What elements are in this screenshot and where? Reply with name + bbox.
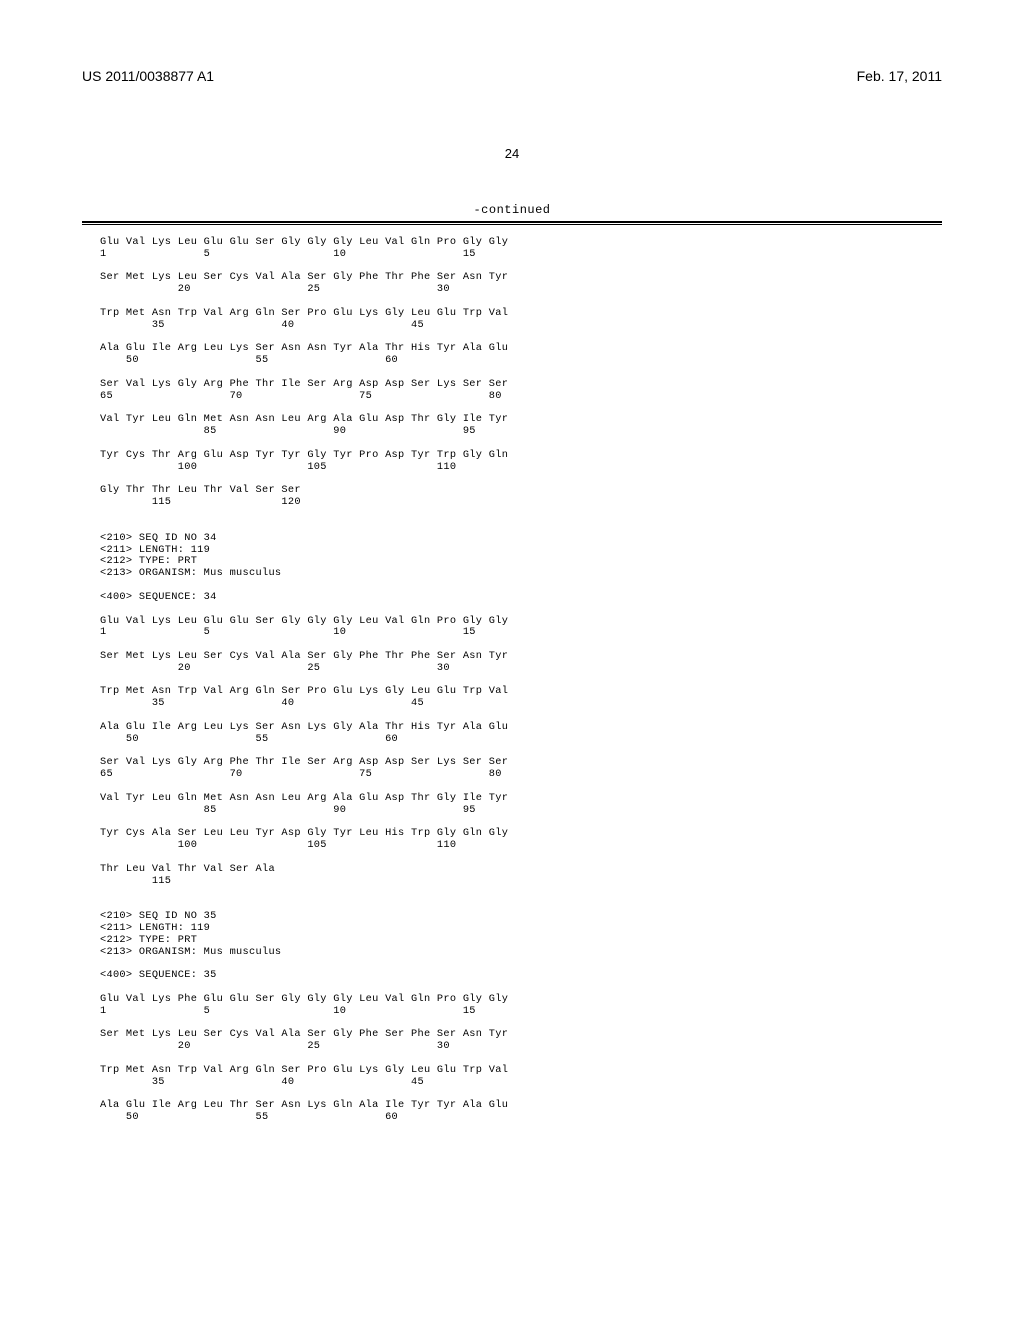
continued-label: -continued bbox=[82, 203, 942, 217]
divider-line-top bbox=[82, 221, 942, 223]
header-date: Feb. 17, 2011 bbox=[857, 68, 942, 84]
page-header: US 2011/0038877 A1 Feb. 17, 2011 bbox=[82, 68, 942, 84]
page-number: 24 bbox=[82, 146, 942, 161]
header-publication-id: US 2011/0038877 A1 bbox=[82, 68, 214, 84]
sequence-listing: Glu Val Lys Leu Glu Glu Ser Gly Gly Gly … bbox=[100, 237, 942, 1124]
section-divider bbox=[82, 221, 942, 225]
divider-line-bottom bbox=[82, 224, 942, 225]
